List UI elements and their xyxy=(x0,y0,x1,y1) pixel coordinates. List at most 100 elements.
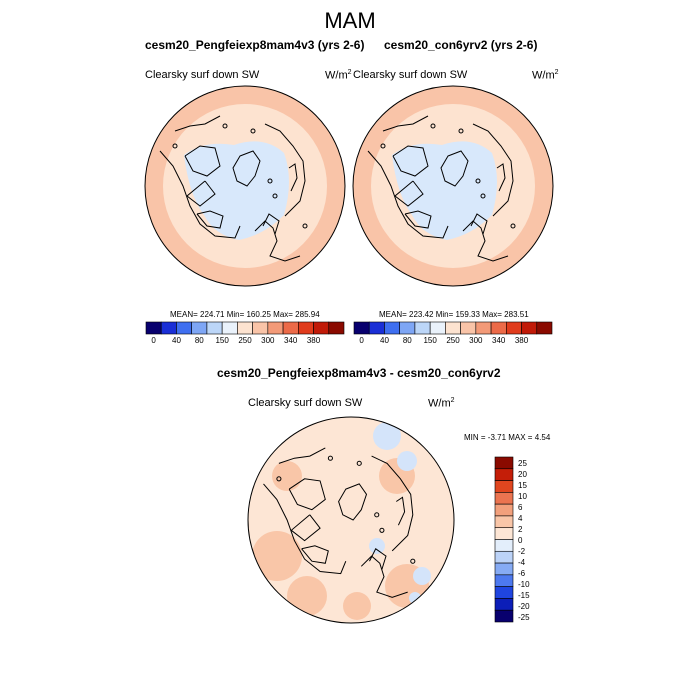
colorbar-box xyxy=(298,321,314,335)
colorbar-box xyxy=(221,321,238,335)
map-border xyxy=(352,85,554,287)
colorbar-box xyxy=(206,321,223,335)
cool-anomaly xyxy=(369,538,385,554)
colorbar-box xyxy=(494,468,514,481)
colorbar-box xyxy=(353,321,370,335)
colorbar-box xyxy=(145,321,162,335)
colorbar-tick-label: 40 xyxy=(172,336,181,345)
colorbar-box xyxy=(475,321,492,335)
panel-3-units: W/m2 xyxy=(428,397,455,410)
panel-1-polar-map xyxy=(144,85,346,287)
colorbar-tick-label: 10 xyxy=(518,492,527,501)
map-border xyxy=(247,416,455,624)
colorbar-tick-label: -6 xyxy=(518,569,526,578)
colorbar-box xyxy=(267,321,284,335)
colorbar-box xyxy=(176,321,192,335)
colorbar-box xyxy=(237,321,253,335)
colorbar-box xyxy=(282,321,299,335)
colorbar-box xyxy=(494,586,514,599)
colorbar-tick-label: -4 xyxy=(518,558,526,567)
cool-anomaly xyxy=(397,451,417,471)
colorbar-tick-label: 4 xyxy=(518,514,523,523)
colorbar-box xyxy=(313,321,330,335)
cool-anomaly xyxy=(409,592,421,604)
panel-3-colorbar xyxy=(494,456,514,623)
panel-3-title: cesm20_Pengfeiexp8mam4v3 - cesm20_con6yr… xyxy=(217,366,501,380)
colorbar-box xyxy=(160,321,177,335)
colorbar-tick-label: 40 xyxy=(380,336,389,345)
colorbar-box xyxy=(191,321,208,335)
colorbar-tick-label: 80 xyxy=(194,336,204,345)
colorbar-box xyxy=(384,321,400,335)
panel-2-polar-map xyxy=(352,85,554,287)
panel-2-colorbar-labels: 0 40 80 150 250 300 340 380 xyxy=(354,336,552,348)
colorbar-tick-label: 250 xyxy=(238,336,252,345)
colorbar-box xyxy=(494,562,514,576)
panel-1-stats: MEAN= 224.71 Min= 160.25 Max= 285.94 xyxy=(170,310,320,319)
panel-3-variable-label: Clearsky surf down SW xyxy=(248,397,363,409)
panel-3-colorbar-labels: 25 20 15 10 6 4 2 0 -2 -4 -6 -10 -15 -20 -25 xyxy=(516,457,546,622)
warm-anomaly xyxy=(272,461,302,491)
colorbar-box xyxy=(521,321,538,335)
cool-anomaly xyxy=(413,567,431,585)
colorbar-box xyxy=(494,539,514,552)
colorbar-tick-label: 6 xyxy=(518,503,523,512)
colorbar-tick-label: -25 xyxy=(518,613,530,622)
colorbar-box xyxy=(414,321,431,335)
colorbar-box xyxy=(399,321,416,335)
colorbar-box xyxy=(445,321,461,335)
polar-cap-region xyxy=(184,141,289,240)
panel-1-units: W/m2 xyxy=(325,69,352,82)
figure-title: MAM xyxy=(324,8,376,33)
panel-2-units: W/m2 xyxy=(532,69,559,82)
panel-3-stats: MIN = -3.71 MAX = 4.54 xyxy=(464,433,551,442)
colorbar-tick-label: 250 xyxy=(446,336,460,345)
panel-1-variable-label: Clearsky surf down SW xyxy=(145,69,260,81)
colorbar-box xyxy=(494,492,514,505)
colorbar-tick-label: 300 xyxy=(469,336,483,345)
panel-3-polar-map xyxy=(247,416,455,624)
colorbar-box xyxy=(494,527,514,540)
panel-2-variable-label: Clearsky surf down SW xyxy=(353,69,468,81)
colorbar-tick-label: 150 xyxy=(215,336,229,345)
colorbar-tick-label: 0 xyxy=(518,536,523,545)
colorbar-tick-label: 380 xyxy=(306,336,321,345)
colorbar-box xyxy=(494,574,514,587)
panel-2-title: cesm20_con6yrv2 (yrs 2-6) xyxy=(384,38,538,52)
colorbar-box xyxy=(368,321,385,335)
colorbar-box xyxy=(328,321,345,335)
colorbar-tick-label: 20 xyxy=(518,470,527,479)
colorbar-tick-label: -15 xyxy=(518,591,530,600)
warm-anomaly xyxy=(252,531,302,581)
colorbar-box xyxy=(494,456,514,470)
coastlines xyxy=(263,447,416,598)
colorbar-tick-label: 0 xyxy=(359,336,364,345)
colorbar-box xyxy=(494,515,514,529)
panel-1-colorbar xyxy=(145,321,345,335)
colorbar-tick-label: 150 xyxy=(423,336,437,345)
colorbar-box xyxy=(494,609,514,623)
colorbar-tick-label: 300 xyxy=(261,336,275,345)
panel-1-colorbar-labels: 0 40 80 150 250 300 340 380 xyxy=(146,336,344,348)
colorbar-tick-label: 25 xyxy=(518,459,527,468)
colorbar-box xyxy=(252,321,269,335)
panel-1-title: cesm20_Pengfeiexp8mam4v3 (yrs 2-6) xyxy=(145,38,365,52)
colorbar-tick-label: -2 xyxy=(518,547,526,556)
colorbar-tick-label: -20 xyxy=(518,602,530,611)
colorbar-tick-label: 340 xyxy=(284,336,298,345)
colorbar-box xyxy=(460,321,477,335)
colorbar-tick-label: 80 xyxy=(402,336,412,345)
colorbar-box xyxy=(506,321,522,335)
colorbar-tick-label: 15 xyxy=(518,481,527,490)
colorbar-box xyxy=(494,598,514,611)
polar-cap-region xyxy=(392,141,497,240)
colorbar-tick-label: -10 xyxy=(518,580,530,589)
coastlines xyxy=(159,115,308,262)
colorbar-box xyxy=(429,321,446,335)
colorbar-box xyxy=(494,550,514,564)
colorbar-tick-label: 340 xyxy=(492,336,506,345)
panel-2-stats: MEAN= 223.42 Min= 159.33 Max= 283.51 xyxy=(379,310,529,319)
map-border xyxy=(144,85,346,287)
coastlines xyxy=(367,115,516,262)
warm-anomaly xyxy=(287,576,327,616)
